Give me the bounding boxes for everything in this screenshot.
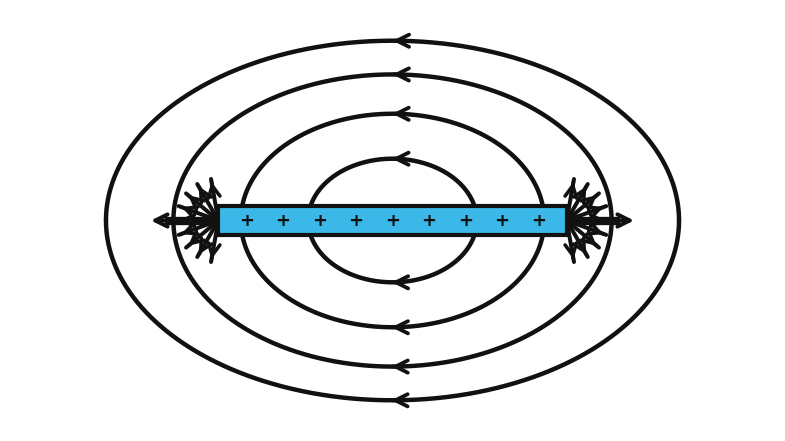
Text: +: + [385, 212, 400, 229]
Bar [218, 206, 567, 235]
Text: +: + [495, 212, 509, 229]
Text: +: + [531, 212, 546, 229]
Text: +: + [239, 212, 254, 229]
Text: +: + [422, 212, 436, 229]
Text: +: + [312, 212, 327, 229]
Text: +: + [276, 212, 290, 229]
Text: +: + [349, 212, 363, 229]
Text: +: + [458, 212, 473, 229]
